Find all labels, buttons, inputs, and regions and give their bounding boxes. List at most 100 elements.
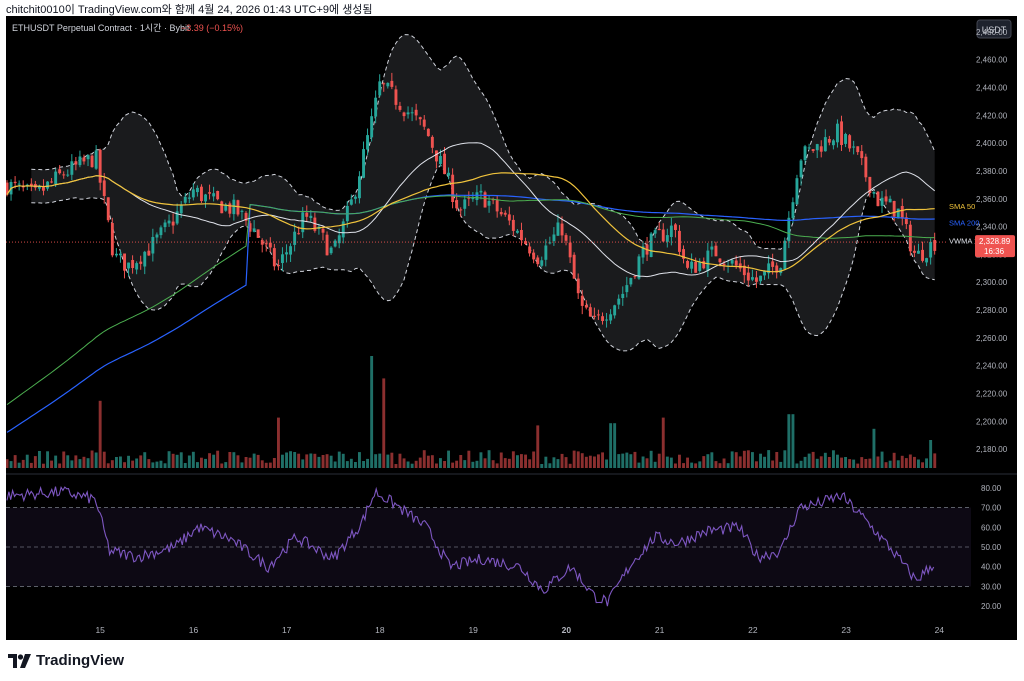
candle-body [386, 82, 390, 87]
volume-bar [524, 454, 527, 468]
volume-bar [123, 462, 126, 468]
volume-bar [487, 450, 491, 468]
currency-button[interactable] [976, 19, 1012, 39]
volume-bar [46, 451, 49, 468]
candle-body [90, 155, 94, 168]
last-price-tag [975, 235, 1015, 258]
volume-bar [775, 452, 779, 468]
volume-bar [25, 454, 29, 468]
indicator-tag-bg [947, 199, 975, 211]
volume-bar [746, 450, 750, 468]
candle-body [487, 201, 491, 206]
candle-body [807, 147, 811, 149]
volume-bar [495, 463, 499, 468]
volume-bar [896, 460, 900, 468]
candle-body [714, 245, 718, 257]
volume-bar [382, 378, 386, 468]
chart-frame[interactable]: ETHUSDT Perpetual Contract · 1시간 · Bybit… [5, 16, 1017, 640]
volume-bar [900, 455, 904, 468]
candle-body [588, 307, 592, 317]
volume-bar [661, 417, 665, 468]
volume-bar [795, 463, 799, 468]
volume-bar [345, 461, 349, 468]
candle-body [499, 212, 503, 215]
candle-body [354, 196, 357, 199]
time-tick-label: 19 [468, 625, 478, 635]
candle-body [783, 240, 787, 270]
candle-body [706, 250, 710, 271]
rsi-tick-label: 70.00 [981, 504, 1002, 513]
volume-bar [516, 455, 519, 468]
volume-bar [807, 453, 811, 468]
volume-bar [159, 460, 163, 468]
volume-bar [617, 454, 621, 468]
candle-body [852, 146, 856, 148]
candle-body [872, 192, 876, 194]
price-tick-label: 2,400.00 [976, 139, 1008, 148]
volume-bar [876, 456, 880, 468]
candle-body [848, 135, 852, 149]
volume-bar [191, 451, 195, 468]
volume-bar [325, 454, 329, 468]
candle-body [123, 253, 126, 271]
legend-symbol: ETHUSDT Perpetual Contract · 1시간 · Bybit [12, 23, 190, 33]
volume-bar [528, 459, 532, 468]
candle-body [507, 214, 511, 221]
candle-body [329, 247, 333, 254]
volume-bar [54, 455, 58, 468]
rsi-tick-label: 60.00 [981, 523, 1002, 532]
volume-bar [74, 455, 78, 468]
volume-bar [268, 462, 272, 468]
candle-body [767, 263, 771, 274]
candle-body [220, 201, 224, 214]
candle-body [131, 260, 135, 268]
candle-body [183, 196, 187, 203]
volume-bar [70, 460, 74, 468]
volume-bar [256, 454, 260, 468]
volume-bar [738, 456, 742, 468]
candle-body [374, 97, 378, 117]
candle-body [674, 224, 677, 230]
candle-body [451, 174, 455, 202]
candle-body [771, 261, 775, 267]
candle-body [435, 150, 438, 162]
candle-body [718, 258, 722, 263]
candle-body [653, 230, 657, 234]
volume-bar [836, 454, 839, 468]
volume-bar [175, 454, 179, 468]
price-chart[interactable]: ETHUSDT Perpetual Contract · 1시간 · Bybit… [5, 16, 1017, 640]
candle-body [82, 157, 86, 162]
candle-body [443, 153, 446, 175]
volume-bar [163, 463, 167, 468]
candle-body [127, 262, 130, 269]
candle-body [240, 210, 244, 212]
volume-bar [933, 453, 937, 468]
price-tick-label: 2,240.00 [976, 362, 1008, 371]
candle-body [572, 254, 576, 279]
volume-bar [102, 451, 106, 468]
bollinger-bands [31, 34, 936, 352]
candle-body [840, 121, 843, 145]
volume-bar [354, 462, 357, 468]
volume-bar [641, 456, 645, 468]
time-tick-label: 18 [375, 625, 385, 635]
candle-body [475, 192, 479, 200]
volume-bar [548, 463, 552, 468]
candle-body [281, 254, 284, 263]
volume-bar [779, 461, 783, 468]
volume-bar [593, 456, 596, 468]
rsi-line [6, 485, 935, 607]
candle-body [297, 233, 301, 235]
volume-bar [119, 456, 122, 468]
candle-body [447, 172, 450, 176]
volume-bar [455, 460, 459, 468]
candle-body [564, 235, 568, 241]
volume-bar [115, 457, 118, 468]
candle-body [212, 193, 216, 197]
candle-body [516, 230, 519, 233]
candle-body [880, 197, 884, 206]
volume-bar [240, 462, 244, 468]
candle-body [260, 240, 264, 245]
candle-body [390, 80, 394, 87]
